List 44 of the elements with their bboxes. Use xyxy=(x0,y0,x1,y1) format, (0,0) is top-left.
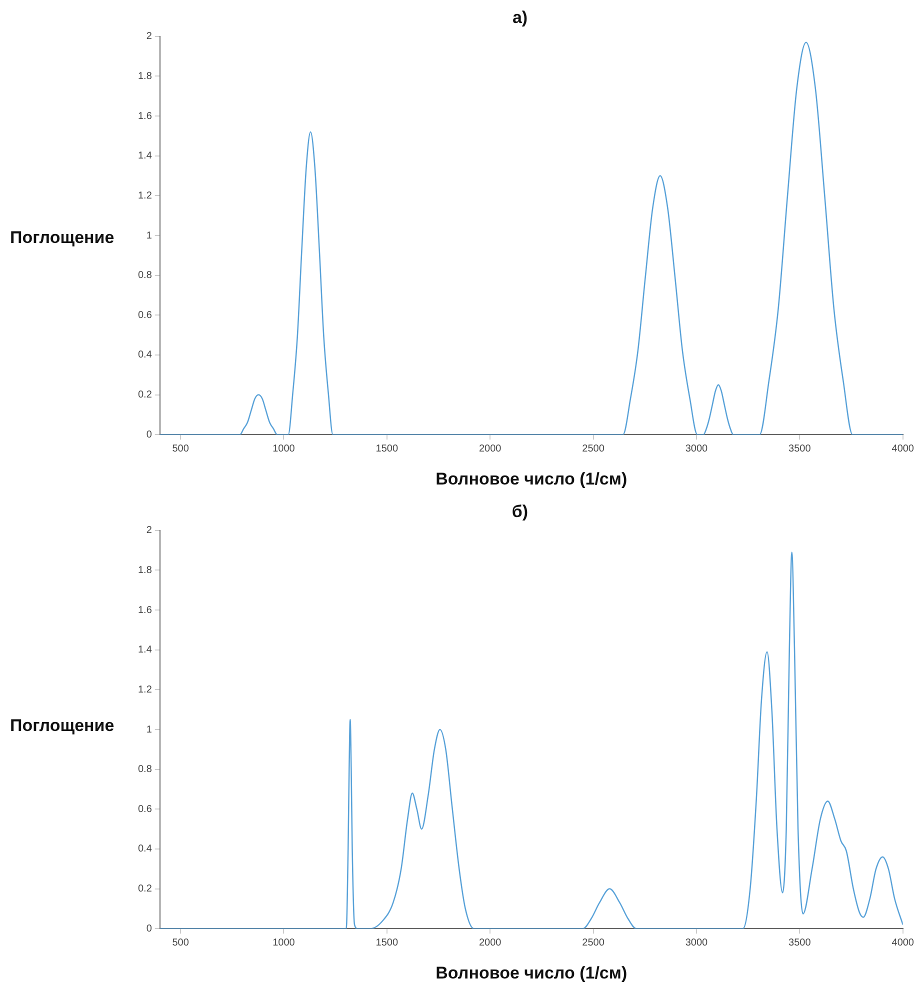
x-tick-label: 1500 xyxy=(376,937,398,948)
chart-title: а) xyxy=(512,8,528,27)
y-tick-label: 0.2 xyxy=(138,390,152,401)
y-tick-label: 1.4 xyxy=(138,150,152,162)
x-tick-label: 500 xyxy=(172,443,190,454)
x-tick-label: 1500 xyxy=(376,443,398,454)
y-tick-label: 1.8 xyxy=(138,564,152,576)
y-tick-label: 1.6 xyxy=(138,110,152,122)
x-tick-label: 3000 xyxy=(685,443,708,454)
x-tick-label: 2000 xyxy=(478,937,502,948)
y-tick-label: 0.6 xyxy=(138,310,152,321)
x-tick-label: 4000 xyxy=(892,937,914,948)
x-tick-label: 2000 xyxy=(478,443,502,454)
y-tick-label: 2 xyxy=(146,31,152,42)
x-tick-label: 3500 xyxy=(788,937,812,948)
y-tick-label: 1.2 xyxy=(138,190,152,202)
x-axis-title: Волновое число (1/см) xyxy=(436,963,628,982)
y-tick-label: 0.8 xyxy=(138,270,152,282)
chart-title: б) xyxy=(512,502,528,521)
x-tick-label: 2500 xyxy=(582,937,605,948)
x-tick-label: 1000 xyxy=(272,443,296,454)
x-tick-label: 3000 xyxy=(685,937,708,948)
y-tick-label: 1.8 xyxy=(138,70,152,82)
y-tick-label: 0.2 xyxy=(138,884,152,895)
y-tick-label: 0.6 xyxy=(138,804,152,815)
y-tick-label: 0.8 xyxy=(138,764,152,776)
x-tick-label: 3500 xyxy=(788,443,812,454)
y-tick-label: 1.2 xyxy=(138,684,152,696)
y-tick-label: 0 xyxy=(146,923,152,934)
y-tick-label: 1 xyxy=(146,724,152,736)
x-tick-label: 4000 xyxy=(892,443,914,454)
x-tick-label: 1000 xyxy=(272,937,296,948)
y-tick-label: 0.4 xyxy=(138,350,152,361)
y-tick-label: 1 xyxy=(146,230,152,242)
y-tick-label: 1.6 xyxy=(138,604,152,616)
y-axis-title: Поглощение xyxy=(10,716,114,736)
x-tick-label: 500 xyxy=(172,937,190,948)
y-tick-label: 0.4 xyxy=(138,844,152,855)
y-tick-label: 0 xyxy=(146,429,152,440)
x-axis-title: Волновое число (1/см) xyxy=(436,469,628,488)
y-axis-title: Поглощение xyxy=(10,228,114,248)
y-tick-label: 2 xyxy=(146,525,152,536)
y-tick-label: 1.4 xyxy=(138,644,152,656)
x-tick-label: 2500 xyxy=(582,443,605,454)
